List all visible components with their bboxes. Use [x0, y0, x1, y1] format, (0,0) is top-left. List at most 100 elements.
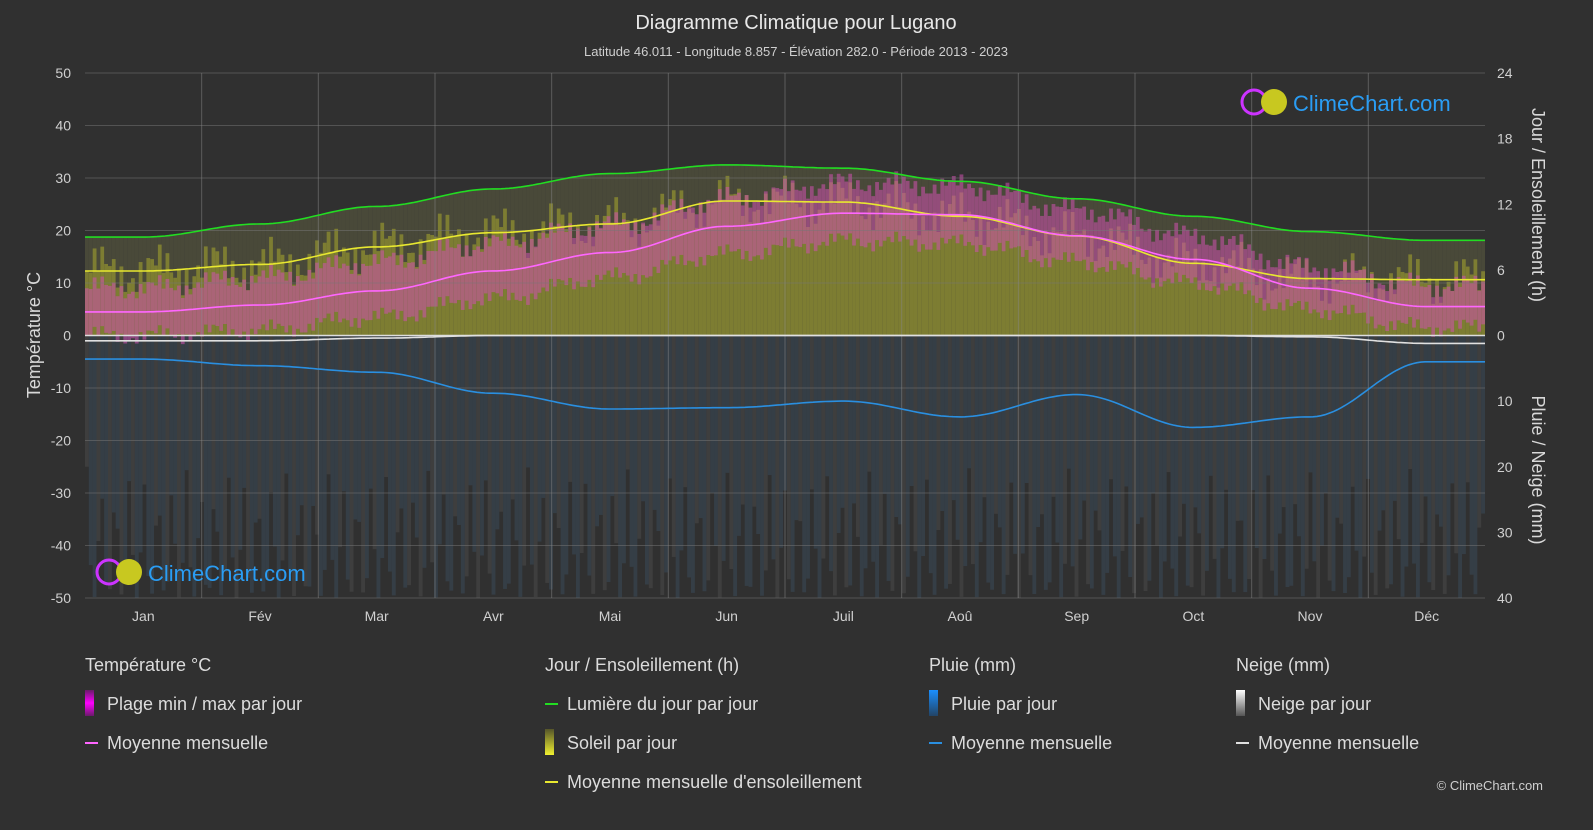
- sun-mean-line: [85, 200, 1485, 281]
- sun-bar: [725, 175, 730, 336]
- logo-text: ClimeChart.com: [148, 561, 306, 586]
- temp-range-bar: [940, 178, 945, 238]
- temp-range-bar: [150, 282, 155, 331]
- temp-range-bar: [1293, 259, 1298, 303]
- temp-range-bar: [219, 279, 224, 331]
- temp-range-bar: [388, 256, 392, 313]
- sun-bar: [813, 223, 818, 336]
- temp-range-bar: [349, 273, 354, 327]
- sun-bar: [602, 215, 607, 336]
- rain-bar: [1254, 335, 1259, 549]
- rain-bar: [832, 335, 837, 596]
- sun-bar: [844, 198, 849, 336]
- temp-range-bar: [802, 186, 807, 244]
- rain-bar: [1346, 335, 1351, 578]
- temp-range-bar: [1005, 182, 1010, 241]
- daylight-line: [85, 164, 1485, 242]
- temp-range-bar: [311, 278, 316, 331]
- sun-bar: [1024, 215, 1029, 336]
- sun-bar: [1235, 266, 1240, 336]
- temp-range-bar: [936, 193, 941, 250]
- sun-bar: [1239, 241, 1244, 336]
- sun-bar: [809, 202, 814, 336]
- temp-range-bar: [725, 186, 730, 245]
- rain-bar: [556, 335, 561, 529]
- temp-range-bar: [1032, 205, 1037, 260]
- rain-bar: [668, 335, 672, 479]
- rain-bar: [694, 335, 699, 524]
- rain-bar: [1438, 335, 1443, 527]
- sun-bar: [1070, 211, 1075, 336]
- rain-bar: [230, 335, 235, 558]
- temp-range-bar: [997, 185, 1002, 243]
- temp-range-bar: [437, 239, 442, 298]
- rain-bar: [1392, 335, 1397, 501]
- sun-bar: [852, 213, 856, 336]
- temp-range-bar: [1461, 275, 1466, 320]
- rain-bar: [974, 335, 979, 598]
- sun-bar: [794, 203, 799, 336]
- daylight-bar: [180, 233, 185, 336]
- rain-bar: [1335, 335, 1340, 518]
- y-tick-left: 0: [63, 328, 71, 344]
- sun-bar: [1178, 261, 1182, 336]
- rain-bar: [1281, 335, 1286, 508]
- temp-range-bar: [1170, 236, 1175, 284]
- rain-bar: [1124, 335, 1129, 487]
- sun-bar: [802, 200, 807, 336]
- rain-bar: [449, 335, 454, 591]
- temp-range-bar: [1078, 208, 1083, 262]
- y-tick-right-top: 0: [1497, 328, 1505, 344]
- rain-bar: [1070, 335, 1075, 567]
- rain-bar: [1174, 335, 1179, 597]
- rain-bar: [575, 335, 580, 598]
- rain-bar: [1251, 335, 1255, 491]
- daylight-bar: [1373, 236, 1378, 336]
- sun-bar: [1281, 288, 1286, 336]
- rain-bar: [917, 335, 922, 598]
- temp-range-bar: [1158, 240, 1163, 287]
- rain-bar: [1005, 335, 1010, 575]
- rain-bar: [1055, 335, 1060, 543]
- sun-bar: [825, 212, 830, 336]
- rain-bar: [863, 335, 868, 569]
- temp-range-bar: [476, 246, 481, 302]
- rain-bar: [959, 335, 964, 597]
- temp-range-bar: [595, 221, 599, 275]
- legend-snow-mean: Moyenne mensuelle: [1258, 733, 1419, 753]
- y-tick-right-top: 24: [1497, 65, 1513, 81]
- sun-bar: [867, 207, 872, 336]
- temp-range-bar: [1040, 215, 1044, 268]
- rain-bar: [483, 335, 488, 481]
- rain-bar: [1009, 335, 1014, 483]
- temp-range-bar: [495, 236, 500, 294]
- temp-range-bar: [449, 247, 454, 303]
- daylight-bar: [1477, 240, 1482, 336]
- temp-range-bar: [1454, 276, 1459, 321]
- sun-bar: [1093, 260, 1098, 336]
- y-axis-left-label: Température °C: [24, 272, 44, 398]
- temp-range-bar: [806, 198, 810, 254]
- rain-bar: [579, 335, 584, 553]
- sun-bar: [621, 212, 626, 336]
- sun-bar: [721, 202, 726, 336]
- y-tick-left: 40: [55, 118, 71, 134]
- x-tick-month: Déc: [1414, 608, 1439, 624]
- rain-bar: [948, 335, 952, 584]
- temp-range-bar: [146, 282, 151, 331]
- rain-bar: [104, 335, 109, 584]
- temp-range-bar: [1262, 269, 1267, 311]
- temp-range-bar: [1481, 281, 1485, 325]
- rain-bar: [480, 335, 484, 556]
- x-tick-month: Mai: [599, 608, 622, 624]
- temp-range-bar: [1385, 291, 1390, 332]
- temp-range-bar: [434, 251, 438, 307]
- rain-bar: [526, 335, 530, 468]
- rain-bar: [1274, 335, 1278, 596]
- sun-bar: [645, 232, 649, 336]
- rain-bar: [1151, 335, 1156, 494]
- temp-range-bar: [1093, 222, 1098, 273]
- sun-bar: [1216, 287, 1221, 336]
- x-tick-month: Oct: [1182, 608, 1204, 624]
- rain-bar: [1089, 335, 1094, 589]
